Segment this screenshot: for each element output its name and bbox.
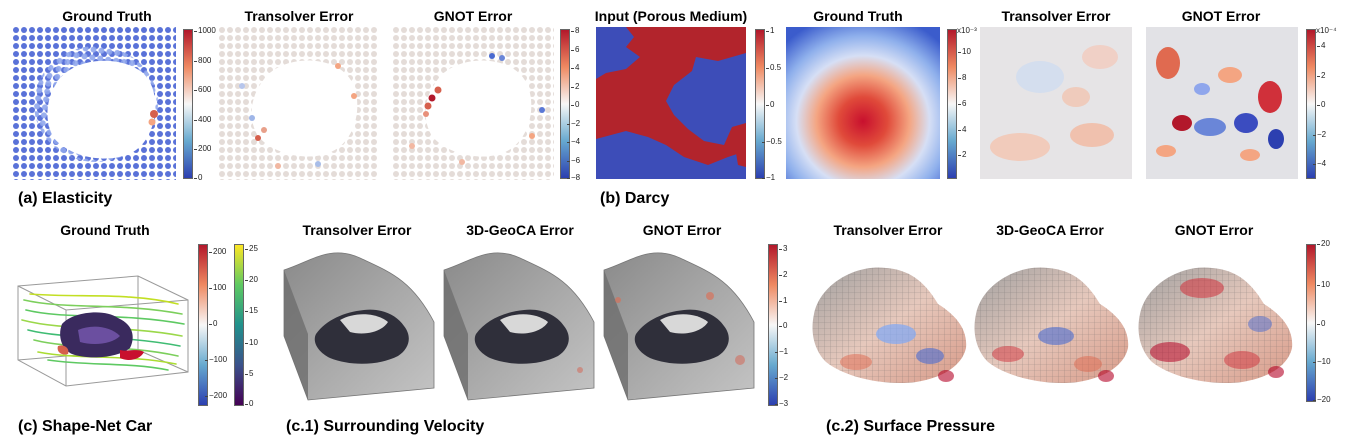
pressure-title-gnot-error: GNOT Error bbox=[1174, 222, 1254, 238]
darcy-input-plot bbox=[596, 27, 746, 179]
velocity-3d-geoca-error-plot bbox=[440, 240, 598, 404]
elasticity-error-tick: −8 bbox=[566, 173, 581, 182]
darcy-error-tick: −2 bbox=[1312, 130, 1327, 139]
velocity-error-tick: −1 bbox=[774, 347, 789, 356]
darcy-error-tick: 4 bbox=[1316, 41, 1326, 50]
darcy-input-tick: 1 bbox=[765, 26, 775, 35]
elasticity-gnot-error-plot bbox=[392, 26, 554, 180]
darcy-gt-tick: 2 bbox=[957, 150, 967, 159]
darcy-error-tick: 0 bbox=[1316, 100, 1326, 109]
pressure-error-tick: 20 bbox=[1317, 239, 1330, 248]
velocity-error-tick: 0 bbox=[778, 321, 788, 330]
elasticity-ground-truth-plot bbox=[12, 26, 176, 180]
shapenet-pressure-tick: −100 bbox=[204, 355, 228, 364]
darcy-error-colorbar bbox=[1306, 29, 1316, 179]
velocity-title-gnot-error: GNOT Error bbox=[642, 222, 722, 238]
velocity-error-tick: −3 bbox=[774, 399, 789, 408]
darcy-gt-exponent: x10⁻³ bbox=[957, 26, 977, 35]
darcy-title-input: Input (Porous Medium) bbox=[594, 8, 748, 24]
darcy-title-gnot-error: GNOT Error bbox=[1181, 8, 1261, 24]
elasticity-gt-tick: 800 bbox=[193, 56, 212, 65]
velocity-error-tick: 2 bbox=[778, 270, 788, 279]
elasticity-title-ground-truth: Ground Truth bbox=[62, 8, 152, 24]
pressure-error-tick: −10 bbox=[1313, 357, 1331, 366]
shapenet-velocity-tick: 5 bbox=[244, 369, 254, 378]
darcy-gt-tick: 8 bbox=[957, 73, 967, 82]
darcy-gnot-error-plot bbox=[1146, 27, 1298, 179]
elasticity-error-tick: −2 bbox=[566, 119, 581, 128]
elasticity-gt-tick: 200 bbox=[193, 144, 212, 153]
elasticity-transolver-error-plot bbox=[218, 26, 378, 180]
darcy-input-tick: 0.5 bbox=[765, 63, 782, 72]
darcy-error-exponent: x10⁻⁴ bbox=[1316, 26, 1337, 35]
elasticity-title-gnot-error: GNOT Error bbox=[433, 8, 513, 24]
velocity-caption: (c.1) Surrounding Velocity bbox=[286, 418, 485, 435]
darcy-ground-truth-plot bbox=[786, 27, 940, 179]
elasticity-gt-tick: 400 bbox=[193, 115, 212, 124]
darcy-gt-tick: 4 bbox=[957, 125, 967, 134]
shapenet-velocity-tick: 10 bbox=[245, 338, 258, 347]
elasticity-error-tick: −4 bbox=[566, 137, 581, 146]
elasticity-error-tick: 8 bbox=[570, 26, 580, 35]
pressure-title-3d-geoca-error: 3D-GeoCA Error bbox=[996, 222, 1104, 238]
darcy-gt-tick: 6 bbox=[957, 99, 967, 108]
shapenet-pressure-tick: 100 bbox=[208, 283, 227, 292]
velocity-title-3d-geoca-error: 3D-GeoCA Error bbox=[466, 222, 574, 238]
velocity-gnot-error-plot bbox=[600, 240, 760, 404]
darcy-input-tick: 0 bbox=[765, 100, 775, 109]
pressure-caption: (c.2) Surface Pressure bbox=[826, 418, 995, 435]
velocity-title-transolver-error: Transolver Error bbox=[302, 222, 412, 238]
pressure-3d-geoca-error-plot bbox=[968, 244, 1134, 394]
shapenet-caption: (c) Shape-Net Car bbox=[18, 418, 153, 435]
shapenet-velocity-tick: 25 bbox=[245, 244, 258, 253]
elasticity-gt-tick: 1000 bbox=[194, 26, 216, 35]
shapenet-velocity-tick: 20 bbox=[245, 275, 258, 284]
darcy-gt-colorbar bbox=[947, 29, 957, 179]
darcy-transolver-error-plot bbox=[980, 27, 1132, 179]
pressure-error-tick: −20 bbox=[1313, 395, 1331, 404]
velocity-error-tick: −2 bbox=[774, 373, 789, 382]
shapenet-velocity-tick: 0 bbox=[244, 399, 254, 408]
velocity-error-tick: 1 bbox=[778, 296, 788, 305]
elasticity-caption: (a) Elasticity bbox=[18, 190, 113, 207]
velocity-error-tick: 3 bbox=[778, 244, 788, 253]
darcy-error-tick: −4 bbox=[1312, 159, 1327, 168]
elasticity-error-tick: 2 bbox=[570, 82, 580, 91]
darcy-gt-tick: 10 bbox=[958, 47, 971, 56]
shapenet-ground-truth-plot bbox=[8, 240, 194, 396]
elasticity-gt-tick: 0 bbox=[193, 173, 203, 182]
pressure-error-tick: 10 bbox=[1317, 280, 1330, 289]
darcy-caption: (b) Darcy bbox=[600, 190, 670, 207]
darcy-title-transolver-error: Transolver Error bbox=[1001, 8, 1111, 24]
pressure-title-transolver-error: Transolver Error bbox=[833, 222, 943, 238]
darcy-title-ground-truth: Ground Truth bbox=[813, 8, 903, 24]
darcy-input-tick: −0.5 bbox=[762, 137, 782, 146]
pressure-error-tick: 0 bbox=[1316, 319, 1326, 328]
velocity-transolver-error-plot bbox=[280, 240, 438, 404]
elasticity-gt-colorbar bbox=[183, 29, 193, 179]
shapenet-pressure-colorbar bbox=[198, 244, 208, 406]
pressure-error-colorbar bbox=[1306, 244, 1316, 402]
elasticity-error-tick: 4 bbox=[570, 63, 580, 72]
pressure-gnot-error-plot bbox=[1132, 244, 1298, 394]
elasticity-title-transolver-error: Transolver Error bbox=[244, 8, 354, 24]
pressure-transolver-error-plot bbox=[806, 244, 972, 394]
elasticity-error-tick: 6 bbox=[570, 45, 580, 54]
darcy-error-tick: 2 bbox=[1316, 71, 1326, 80]
darcy-input-colorbar bbox=[755, 29, 765, 179]
elasticity-gt-tick: 600 bbox=[193, 85, 212, 94]
shapenet-title-ground-truth: Ground Truth bbox=[60, 222, 150, 238]
elasticity-error-tick: 0 bbox=[570, 100, 580, 109]
shapenet-pressure-tick: 0 bbox=[208, 319, 218, 328]
elasticity-error-tick: −6 bbox=[566, 156, 581, 165]
darcy-input-tick: −1 bbox=[761, 173, 776, 182]
shapenet-velocity-colorbar bbox=[234, 244, 244, 406]
shapenet-pressure-tick: 200 bbox=[208, 247, 227, 256]
velocity-error-colorbar bbox=[768, 244, 778, 406]
elasticity-error-colorbar bbox=[560, 29, 570, 179]
shapenet-velocity-tick: 15 bbox=[245, 306, 258, 315]
shapenet-pressure-tick: −200 bbox=[204, 391, 228, 400]
